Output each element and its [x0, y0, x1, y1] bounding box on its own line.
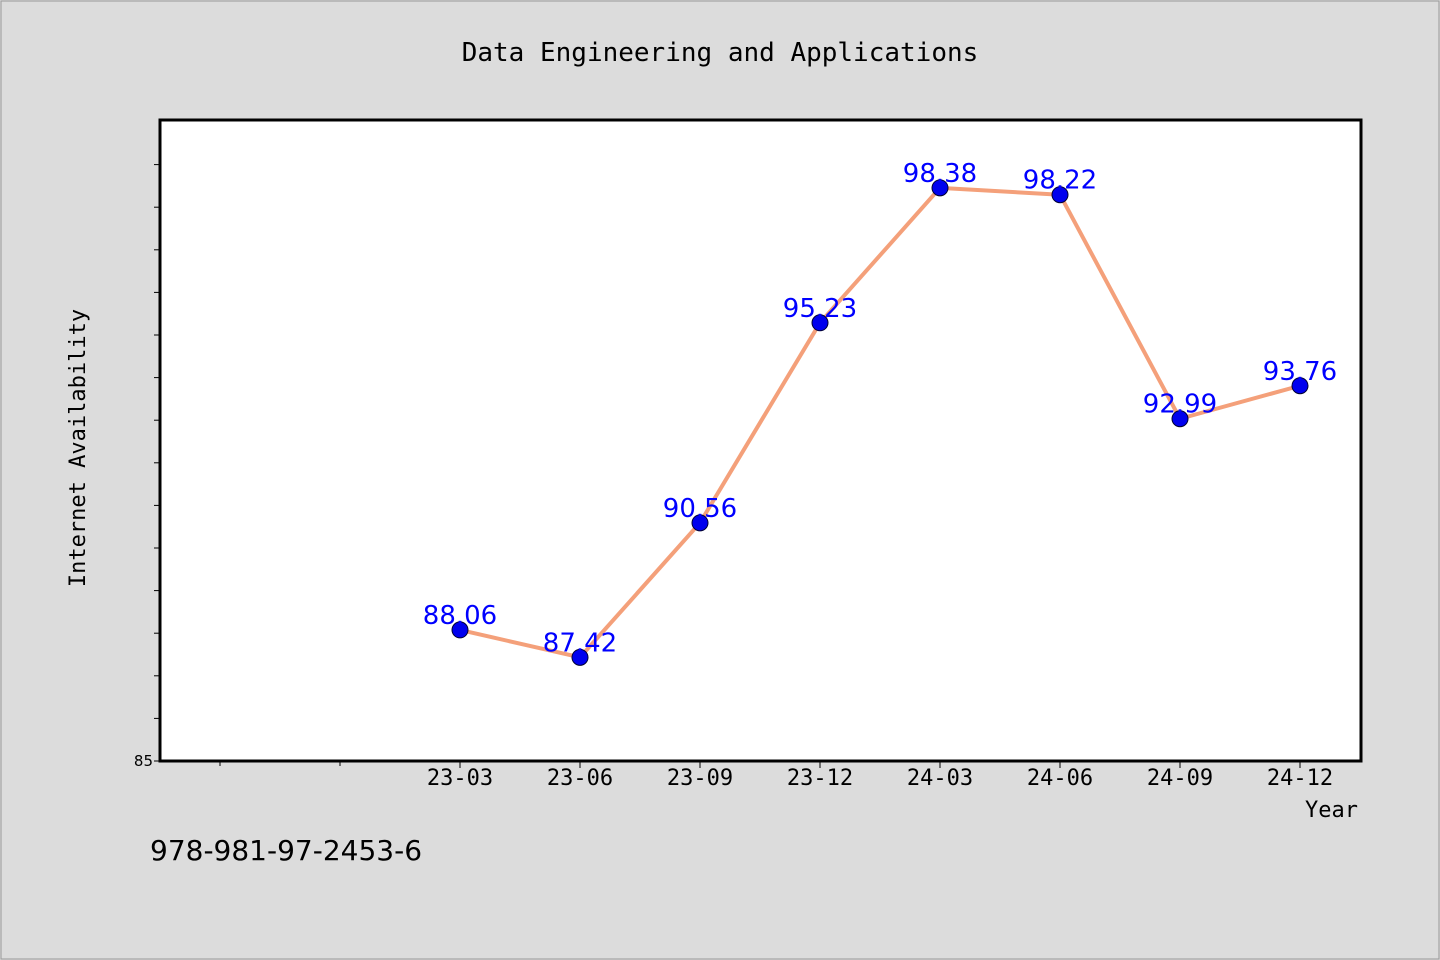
x-tick-label: 24-06 — [1027, 766, 1093, 791]
data-label: 87.42 — [543, 628, 617, 658]
data-label: 98.22 — [1023, 166, 1097, 196]
y-axis-ticks — [154, 164, 160, 762]
plot-area — [158, 118, 1363, 763]
x-axis-ticks: 23-03 23-06 23-09 23-12 24-03 24-06 24-09 24-12 — [427, 761, 1333, 791]
data-label: 92.99 — [1143, 390, 1217, 420]
x-tick-label: 24-12 — [1267, 766, 1333, 791]
data-point — [691, 514, 709, 532]
y-tick-label: 85 — [134, 752, 153, 770]
data-label: 95.23 — [783, 294, 857, 324]
x-tick-label: 24-09 — [1147, 766, 1213, 791]
series-line — [459, 185, 1301, 660]
data-point — [1291, 377, 1309, 395]
y-axis-label: Internet Availability — [66, 309, 91, 587]
data-label: 88.06 — [423, 601, 497, 631]
x-tick-label: 23-06 — [547, 766, 613, 791]
data-label: 93.76 — [1263, 357, 1337, 387]
data-label: 98.38 — [903, 159, 977, 189]
data-point — [1051, 186, 1069, 204]
data-point — [451, 621, 469, 639]
data-label: 90.56 — [663, 494, 737, 524]
x-tick-label: 23-03 — [427, 766, 493, 791]
x-axis-label: Year — [1305, 798, 1358, 823]
x-axis-minor-ticks — [219, 761, 341, 766]
isbn-text: 978-981-97-2453-6 — [150, 834, 423, 867]
series-group: 88.06 87.42 90.56 95.23 98.38 98.22 92.99 93.76 — [423, 159, 1337, 666]
data-point — [1171, 410, 1189, 428]
x-tick-label: 24-03 — [907, 766, 973, 791]
x-tick-label: 23-09 — [667, 766, 733, 791]
data-point — [931, 179, 949, 197]
x-tick-label: 23-12 — [787, 766, 853, 791]
chart-title: Data Engineering and Applications — [462, 38, 979, 68]
data-point — [571, 648, 589, 666]
data-point — [811, 314, 829, 332]
